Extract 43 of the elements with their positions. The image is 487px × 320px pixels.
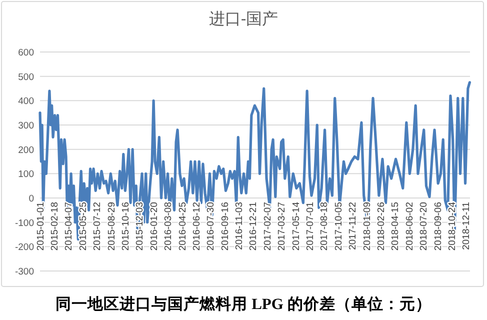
x-tick-label: 2017-11-22 — [348, 202, 359, 250]
x-tick-label: 2015-05-25 — [78, 202, 89, 251]
x-tick-label: 2018-07-20 — [418, 202, 430, 251]
x-tick-label: 2018-06-02 — [404, 202, 416, 251]
x-tick-label: 2017-07-01 — [305, 202, 316, 251]
y-tick-label: 500 — [18, 72, 34, 83]
x-tick-label: 2017-08-18 — [319, 202, 330, 251]
y-tick-label: -200 — [14, 242, 34, 254]
y-tick-label: 100 — [18, 169, 34, 180]
x-tick-label: 2018-04-15 — [390, 202, 402, 251]
x-tick-label: 2016-11-03 — [234, 202, 246, 250]
x-tick-label: 2015-02-18 — [50, 202, 61, 251]
x-tick-label: 2016-12-21 — [248, 202, 260, 251]
y-tick-label: -100 — [14, 218, 34, 229]
x-tick-label: 2018-02-26 — [376, 202, 388, 251]
x-tick-label: 2018-10-24 — [446, 202, 458, 251]
y-tick-label: 300 — [18, 120, 34, 132]
x-tick-label: 2016-03-08 — [163, 202, 174, 251]
x-tick-label: 2016-01-20 — [148, 202, 160, 251]
x-tick-label: 2015-10-16 — [120, 202, 132, 251]
x-tick-label: 2017-03-27 — [276, 202, 288, 251]
x-tick-label: 2017-05-14 — [290, 202, 302, 251]
x-tick-label: 2017-10-05 — [333, 202, 344, 251]
y-tick-label: 0 — [28, 194, 34, 204]
x-tick-label: 2015-12-03 — [134, 202, 146, 251]
y-tick-label: 600 — [18, 48, 34, 58]
x-tick-label: 2018-01-09 — [362, 202, 373, 251]
x-tick-label: 2016-04-25 — [177, 202, 188, 251]
x-tick-label: 2018-09-06 — [432, 202, 444, 251]
x-tick-label: 2015-01-01 — [35, 202, 46, 251]
text: 同一地区进口与国产燃料用 LPG 的价差（单位：元） — [56, 295, 432, 313]
x-tick-label: 2016-07-30 — [206, 202, 217, 251]
x-tick-label: 2017-02-07 — [262, 202, 274, 251]
x-tick-label: 2015-04-07 — [64, 202, 75, 251]
x-tick-label: 2018-12-11 — [461, 202, 472, 250]
y-tick-label: 200 — [18, 144, 34, 156]
x-tick-label: 2015-08-29 — [106, 202, 118, 251]
y-tick-label: -300 — [14, 266, 34, 278]
x-tick-label: 2016-09-16 — [220, 202, 231, 251]
chart-title: 进口-国产 — [208, 10, 278, 28]
x-tick-label: 2015-07-12 — [92, 202, 104, 251]
y-tick-label: 400 — [18, 96, 34, 108]
x-tick-label: 2016-06-12 — [191, 202, 202, 251]
